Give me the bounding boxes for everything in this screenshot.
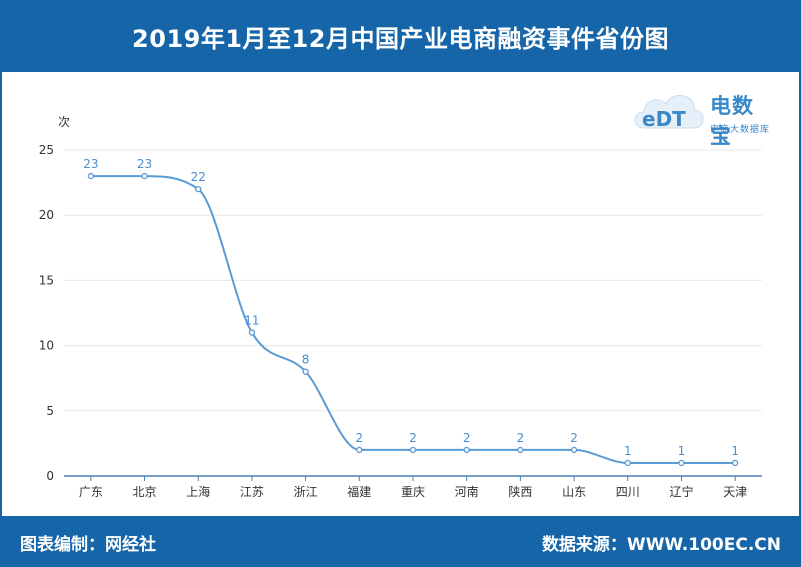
footer-source: 数据来源：WWW.100EC.CN xyxy=(541,535,781,555)
data-point xyxy=(517,446,524,454)
y-tick-label: 0 xyxy=(46,469,54,483)
data-label: 8 xyxy=(302,353,310,367)
data-label: 11 xyxy=(244,314,259,328)
data-point xyxy=(356,446,363,454)
data-point xyxy=(141,172,148,180)
x-tick-label: 浙江 xyxy=(294,485,318,499)
x-tick-label: 广东 xyxy=(79,485,103,499)
footer-credit: 图表编制：网经社 xyxy=(20,535,156,555)
y-tick-label: 10 xyxy=(39,339,54,353)
x-tick-label: 重庆 xyxy=(401,485,425,499)
footer-bar: 图表编制：网经社 数据来源：WWW.100EC.CN xyxy=(2,516,799,567)
grid-lines xyxy=(64,149,762,412)
data-label: 23 xyxy=(83,157,98,171)
data-label: 2 xyxy=(517,431,525,445)
data-point xyxy=(624,459,631,467)
x-tick-label: 北京 xyxy=(133,485,157,499)
header-bar: 2019年1月至12月中国产业电商融资事件省份图 xyxy=(2,0,799,72)
y-tick-label: 25 xyxy=(39,143,54,157)
data-label: 2 xyxy=(570,431,578,445)
x-tick-label: 山东 xyxy=(562,485,586,499)
data-label: 1 xyxy=(624,444,632,458)
x-tick-label: 福建 xyxy=(347,484,371,499)
y-axis-ticks: 0 5 10 15 20 25 xyxy=(39,143,54,483)
x-tick-label: 四川 xyxy=(616,485,640,499)
data-point xyxy=(87,172,94,180)
cloud-logo-icon: eDT xyxy=(634,95,704,131)
y-tick-label: 20 xyxy=(39,208,54,222)
data-label: 22 xyxy=(191,170,206,184)
logo-tagline: 电商大数据库 xyxy=(710,125,771,135)
x-tick-label: 江苏 xyxy=(240,485,264,499)
x-tick-label: 上海 xyxy=(186,484,210,499)
data-label: 2 xyxy=(409,431,417,445)
data-point xyxy=(195,185,202,193)
logo-mark: eDT xyxy=(642,107,686,131)
y-axis-label: 次 xyxy=(58,115,70,129)
y-tick-label: 15 xyxy=(39,273,54,287)
data-label: 2 xyxy=(355,431,363,445)
series-line xyxy=(90,175,736,464)
data-point xyxy=(463,446,470,454)
data-point xyxy=(570,446,578,454)
logo: eDT 电数宝 电商大数据库 xyxy=(630,82,771,148)
chart-title: 2019年1月至12月中国产业电商融资事件省份图 xyxy=(132,24,669,53)
data-point xyxy=(409,446,417,454)
data-label: 1 xyxy=(678,444,686,458)
x-axis-ticks: 广东 北京 上海 江苏 浙江 福建 重庆 河南 陕西 山东 四川 辽宁 天津 xyxy=(79,476,747,499)
data-points xyxy=(87,172,739,467)
y-tick-label: 5 xyxy=(46,404,54,418)
data-label: 1 xyxy=(731,444,739,458)
x-tick-label: 辽宁 xyxy=(669,484,693,499)
data-point xyxy=(732,459,739,467)
x-tick-label: 河南 xyxy=(455,484,479,499)
data-point xyxy=(302,368,309,375)
data-label: 2 xyxy=(463,431,471,445)
x-tick-label: 陕西 xyxy=(508,484,532,499)
x-tick-label: 天津 xyxy=(723,485,747,499)
data-point xyxy=(248,329,256,336)
logo-brand: 电数宝 xyxy=(710,94,754,148)
data-label: 23 xyxy=(137,157,152,171)
data-point xyxy=(678,459,685,467)
